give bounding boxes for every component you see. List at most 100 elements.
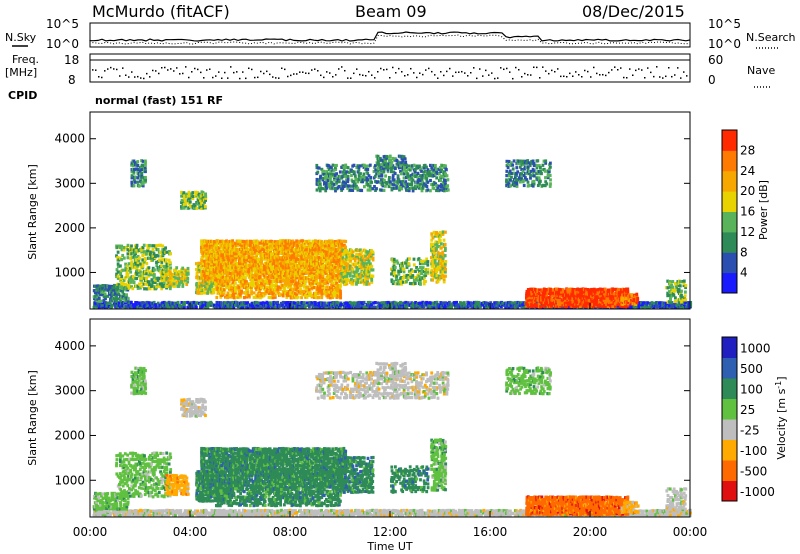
heatmap-cell [151, 250, 155, 254]
heatmap-cell [130, 262, 134, 266]
nave-point [278, 77, 280, 79]
heatmap-cell [111, 293, 115, 297]
heatmap-cell [183, 303, 186, 307]
nave-point [176, 67, 178, 69]
nave-point [239, 77, 241, 80]
heatmap-cell [175, 266, 179, 270]
nave-point [92, 69, 94, 71]
heatmap-cell [126, 297, 130, 301]
heatmap-cell [168, 270, 172, 274]
nave-point [293, 73, 295, 75]
heatmap-cell [158, 282, 162, 286]
nave-point [170, 68, 172, 70]
heatmap-cell [148, 287, 152, 291]
nave-point [584, 69, 586, 72]
heatmap-cell [250, 292, 253, 296]
heatmap-cell [120, 248, 124, 252]
heatmap-cell [297, 239, 301, 243]
heatmap-cell [671, 303, 675, 307]
heatmap-cell [371, 250, 375, 254]
heatmap-cell [395, 301, 398, 305]
nave-point [434, 74, 436, 76]
nave-point [449, 67, 451, 70]
heatmap-cell [281, 279, 285, 283]
heatmap-cell [144, 159, 147, 163]
heatmap-cell [313, 301, 317, 305]
heatmap-cell [448, 306, 452, 310]
noise-tick-bottom-left: 10^0 [46, 37, 79, 51]
heatmap-cell [440, 305, 444, 309]
heatmap-cell [145, 278, 148, 282]
heatmap-cell [520, 301, 523, 305]
heatmap-cell [116, 262, 120, 266]
heatmap-cell [661, 303, 665, 307]
nave-point [284, 68, 286, 71]
heatmap-cell [206, 305, 210, 309]
heatmap-cell [227, 303, 231, 307]
nave-point [350, 77, 352, 79]
heatmap-cell [95, 291, 98, 295]
heatmap-cell [120, 258, 124, 262]
heatmap-cell [110, 290, 114, 294]
heatmap-cell [129, 266, 132, 270]
nave-point [566, 75, 568, 78]
heatmap-cell [130, 252, 134, 256]
heatmap-cell [124, 286, 128, 290]
heatmap-cell [166, 272, 170, 276]
nave-point [524, 72, 526, 75]
nave-point [134, 76, 136, 78]
heatmap-cell [147, 246, 151, 250]
heatmap-cell [156, 247, 160, 252]
heatmap-cell [126, 256, 130, 260]
nave-point [149, 76, 151, 78]
heatmap-cell [236, 301, 240, 305]
heatmap-cell [125, 246, 128, 250]
heatmap-cell [129, 250, 133, 254]
heatmap-cell [290, 279, 293, 283]
heatmap-cell [645, 303, 649, 307]
heatmap-cell [418, 280, 422, 284]
heatmap-cell [411, 303, 415, 307]
heatmap-cell [418, 305, 422, 309]
nave-point [209, 68, 211, 70]
heatmap-cell [317, 305, 321, 309]
heatmap-cell [175, 272, 179, 277]
heatmap-cell [670, 305, 674, 309]
heatmap-cell [344, 239, 348, 244]
heatmap-cell [286, 301, 290, 305]
heatmap-cell [281, 303, 285, 307]
nave-point [413, 72, 415, 74]
heatmap-cell [97, 288, 101, 293]
heatmap-cell [333, 303, 337, 307]
heatmap-cell [129, 278, 133, 282]
heatmap-cell [151, 271, 155, 275]
nave-point [578, 74, 580, 76]
heatmap-cell [200, 291, 204, 295]
nave-point [251, 68, 253, 71]
heatmap-cell [170, 276, 173, 280]
heatmap-cell [146, 244, 150, 248]
heatmap-cell [144, 250, 147, 254]
heatmap-cell [146, 248, 150, 252]
heatmap-cell [141, 260, 145, 264]
nave-point [656, 66, 658, 68]
heatmap-cell [136, 262, 140, 266]
heatmap-cell [139, 286, 142, 290]
nave-point [602, 73, 604, 76]
nave-point [482, 75, 484, 77]
station-title: McMurdo (fitACF) [92, 2, 230, 21]
heatmap-cell [504, 305, 507, 309]
heatmap-cell [402, 301, 406, 305]
heatmap-cell [141, 254, 145, 258]
nave-point [230, 66, 232, 68]
heatmap-cell [167, 300, 171, 304]
nave-point [281, 67, 283, 70]
heatmap-cell [302, 301, 306, 305]
nave-point [98, 76, 100, 78]
heatmap-cell [655, 301, 658, 305]
heatmap-cell [169, 272, 173, 276]
heatmap-cell [237, 285, 241, 289]
heatmap-cell [404, 300, 408, 305]
heatmap-cell [161, 248, 165, 252]
heatmap-cell [303, 305, 307, 309]
